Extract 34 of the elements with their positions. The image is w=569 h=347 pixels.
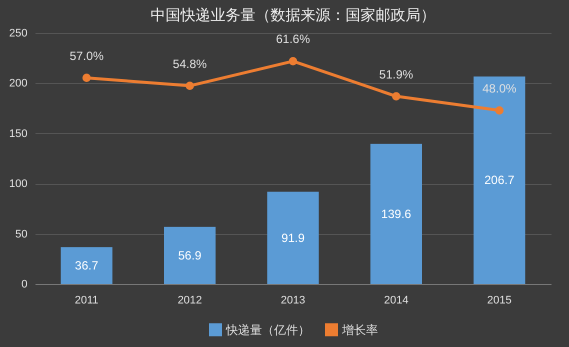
data-label: 48.0%: [482, 81, 517, 96]
y-tick-label: 200: [9, 78, 28, 90]
data-label: 51.9%: [379, 67, 414, 82]
point: [288, 57, 298, 66]
y-tick-label: 250: [9, 28, 28, 40]
data-label: 61.6%: [276, 32, 310, 46]
data-label: 206.7: [484, 173, 515, 188]
point: [495, 106, 504, 115]
x-tick-label: 2013: [280, 294, 306, 306]
y-tick-label: 100: [9, 178, 28, 190]
bar: [370, 144, 422, 284]
legend-label: 增长率: [341, 322, 378, 337]
x-tick-label: 2015: [487, 294, 512, 306]
y-tick-label: 0: [21, 278, 28, 290]
bar: [164, 226, 216, 284]
y-tick-label: 150: [9, 128, 28, 140]
data-label: 91.9: [281, 230, 305, 245]
x-tick-label: 2012: [178, 294, 202, 306]
data-label: 54.8%: [172, 56, 208, 71]
point: [82, 74, 91, 82]
x-tick-label: 2014: [384, 294, 408, 306]
data-label: 57.0%: [70, 48, 104, 63]
data-label: 36.7: [74, 258, 99, 273]
point: [392, 92, 400, 100]
x-tick-label: 2011: [74, 294, 98, 306]
bar: [267, 192, 319, 284]
legend-label: 快递量（亿件）: [225, 322, 310, 337]
data-label: 139.6: [381, 206, 412, 221]
y-tick-label: 50: [15, 228, 28, 240]
point: [186, 82, 194, 90]
data-label: 56.9: [178, 248, 202, 262]
bar: [474, 76, 526, 284]
chart-title: 中国快递业务量（数据来源：国家邮政局）: [150, 7, 436, 24]
bar: [60, 247, 112, 284]
